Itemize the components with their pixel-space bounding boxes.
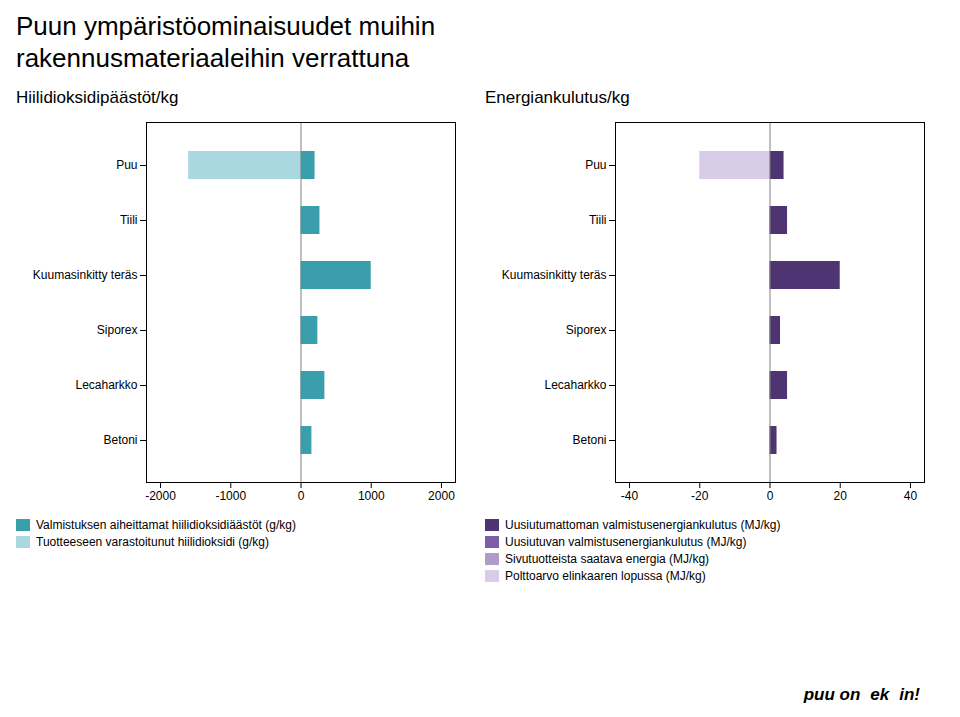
svg-text:-40: -40	[621, 489, 639, 503]
html-text:Energiankulutus/kg: Energiankulutus/kg	[485, 88, 630, 107]
svg-text:Siporex: Siporex	[97, 323, 138, 337]
html-text:Sivutuotteista saatava energia: Sivutuotteista saatava energia (MJ/kg)	[505, 552, 710, 566]
html-text:Uusiutuvan valmistusenergianku: Uusiutuvan valmistusenergiankulutus (MJ/…	[505, 535, 747, 549]
svg-text:Puu: Puu	[116, 158, 137, 172]
html-text:puu on: puu on	[803, 685, 861, 704]
svg-text:0: 0	[298, 489, 305, 503]
svg-text:Puu: Puu	[585, 158, 606, 172]
html-text:Valmistuksen aiheittamat hiili: Valmistuksen aiheittamat hiilidioksidiää…	[36, 518, 296, 532]
svg-text:-20: -20	[691, 489, 709, 503]
svg-text:Lecaharkko: Lecaharkko	[75, 378, 137, 392]
svg-text:1000: 1000	[358, 489, 385, 503]
svg-text:Betoni: Betoni	[572, 433, 606, 447]
html-text:Polttoarvo elinkaaren lopussa: Polttoarvo elinkaaren lopussa (MJ/kg)	[505, 569, 706, 583]
html-text:rakennusmateriaaleihin verratt: rakennusmateriaaleihin verrattuna	[16, 43, 410, 73]
html-text:ek: ek	[870, 685, 890, 704]
svg-text:Siporex: Siporex	[566, 323, 607, 337]
svg-text:Tiili: Tiili	[120, 213, 138, 227]
html-text:Tuotteeseen varastoitunut hiil: Tuotteeseen varastoitunut hiilidioksidi …	[36, 535, 269, 549]
svg-text:Tiili: Tiili	[589, 213, 607, 227]
svg-text:2000: 2000	[428, 489, 455, 503]
html-text:Puun ympäristöominaisuudet mui: Puun ympäristöominaisuudet muihin	[16, 11, 436, 41]
svg-text:0: 0	[767, 489, 774, 503]
svg-text:Kuumasinkitty teräs: Kuumasinkitty teräs	[502, 268, 607, 282]
svg-text:Betoni: Betoni	[103, 433, 137, 447]
svg-text:-2000: -2000	[145, 489, 176, 503]
html-text:Hiilidioksidipäästöt/kg: Hiilidioksidipäästöt/kg	[16, 88, 179, 107]
svg-text:40: 40	[904, 489, 918, 503]
svg-text:Kuumasinkitty teräs: Kuumasinkitty teräs	[33, 268, 138, 282]
svg-text:-1000: -1000	[215, 489, 246, 503]
svg-text:20: 20	[834, 489, 848, 503]
html-text:Uusiutumattoman valmistusenerg: Uusiutumattoman valmistusenergiankulutus…	[505, 518, 781, 532]
html-text:in!: in!	[899, 685, 920, 704]
svg-text:Lecaharkko: Lecaharkko	[544, 378, 606, 392]
